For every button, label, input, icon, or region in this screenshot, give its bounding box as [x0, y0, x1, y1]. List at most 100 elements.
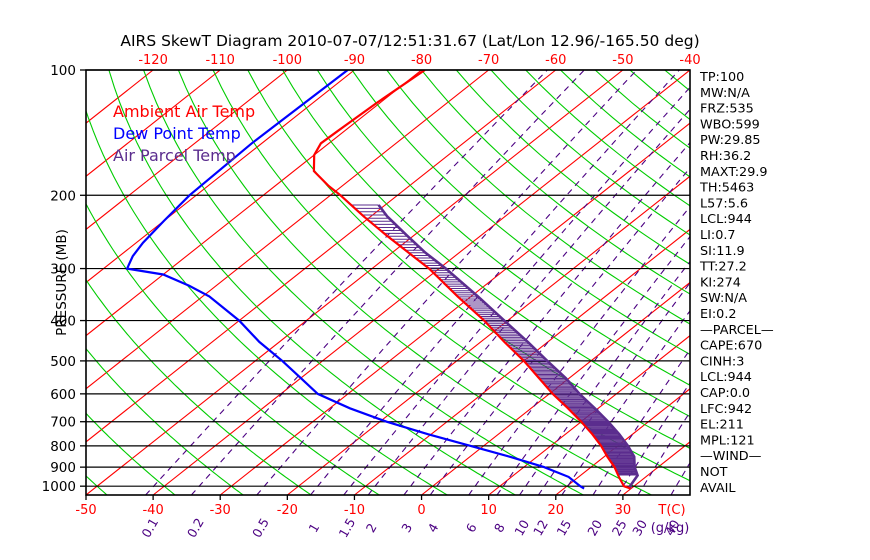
y-tick-label: 900 — [50, 460, 76, 476]
mixing-ratio-line — [145, 70, 548, 495]
mixing-ratio-line — [637, 411, 690, 495]
chart-title: AIRS SkewT Diagram 2010-07-07/12:51:31.6… — [120, 32, 699, 50]
y-axis-label: PRESSURE (MB) — [54, 229, 70, 336]
isotherm — [152, 70, 690, 495]
isotherm — [86, 70, 624, 495]
mixing-ratio-tick-label: 15 — [553, 517, 574, 538]
mixing-ratio-line — [343, 86, 690, 495]
y-axis: 100 200 300 400 500 600 700 800 900 1000 PRESSURE … — [42, 63, 86, 495]
bottom-temp-tick-label: -40 — [142, 503, 163, 518]
top-temp-axis: -120 -110 -100 -90 -80 -70 -60 -50 -40 — [138, 53, 700, 68]
isotherm — [219, 122, 690, 495]
mixing-ratio-tick-label: 30 — [629, 517, 650, 538]
dry-adiabat — [177, 70, 652, 495]
bottom-temp-tick-label: -20 — [277, 503, 298, 518]
legend-item-label: Air Parcel Temp — [113, 146, 236, 165]
bottom-temp-tick-label: -30 — [210, 503, 231, 518]
dry-adiabat — [86, 278, 312, 495]
info-panel-entry: LCL:944 — [700, 212, 752, 227]
y-tick-label: 200 — [50, 188, 76, 204]
y-tick-label: 600 — [50, 387, 76, 403]
dry-adiabat — [86, 412, 176, 495]
isotherm — [555, 388, 690, 495]
isotherm — [421, 281, 690, 495]
isotherm — [86, 70, 557, 443]
dry-adiabat — [351, 70, 690, 356]
mixing-ratio-tick-label: 10 — [511, 517, 532, 538]
isotherm — [286, 175, 690, 495]
legend-item-label: Dew Point Temp — [113, 124, 241, 143]
info-panel-entry: LI:0.7 — [700, 228, 736, 243]
info-panel-entry: TP:100 — [699, 70, 744, 85]
dry-adiabat — [86, 347, 244, 495]
mixing-ratio-tick-label: 25 — [609, 517, 630, 538]
info-panel-entry: MW:N/A — [700, 86, 750, 101]
info-panel-entry: PW:29.85 — [700, 133, 761, 148]
mixing-ratio-tick-label: 20 — [584, 517, 605, 538]
mixing-ratio-lines — [145, 70, 690, 495]
info-panel-entry: L57:5.6 — [700, 196, 748, 211]
mixing-ratio-line — [190, 70, 585, 495]
y-tick-label: 800 — [50, 439, 76, 455]
bottom-temp-tick-label: 20 — [548, 503, 565, 518]
mixing-ratio-line — [537, 281, 690, 495]
top-temp-tick-label: -100 — [273, 53, 303, 68]
info-panel-entry: NOT — [700, 465, 728, 480]
dry-adiabat — [108, 70, 516, 495]
isotherm-lines — [86, 70, 690, 495]
y-tick-label: 300 — [50, 262, 76, 278]
legend: Ambient Air Temp Dew Point Temp Air Parcel… — [113, 102, 255, 165]
bottom-temp-tick-label: -10 — [344, 503, 365, 518]
mixing-ratio-line — [429, 167, 690, 495]
top-temp-tick-label: -120 — [138, 53, 168, 68]
mixing-ratio-line — [256, 70, 638, 495]
info-panel-entry: LCL:944 — [700, 370, 752, 385]
info-panel-entry: TH:5463 — [699, 181, 754, 196]
dew-point-curve — [125, 70, 585, 490]
bottom-temp-tick-label: 30 — [615, 503, 632, 518]
mixing-ratio-line — [617, 381, 690, 495]
dry-adiabat — [316, 70, 690, 386]
mixing-ratio-line — [592, 348, 690, 495]
x-axis-label-temp: T(C) — [657, 503, 685, 518]
dry-adiabat — [386, 70, 690, 325]
mixing-ratio-tick-label: 12 — [530, 517, 551, 538]
top-temp-tick-label: -110 — [205, 53, 235, 68]
legend-item-label: Ambient Air Temp — [113, 102, 255, 121]
info-panel-entry: SI:11.9 — [700, 244, 745, 259]
bottom-temp-axis: -50 -40 -30 -20 -10 0 10 20 30 T(C) — [75, 495, 686, 518]
parcel-temp-curve — [377, 204, 640, 489]
top-temp-tick-label: -80 — [411, 53, 432, 68]
info-panel-entry: MAXT:29.9 — [700, 165, 768, 180]
data-curves — [125, 70, 640, 490]
info-panel-entry: EI:0.2 — [700, 307, 737, 322]
dry-adiabat — [421, 70, 690, 295]
info-panel: TP:100MW:N/AFRZ:535WBO:599PW:29.85RH:36.… — [699, 70, 774, 496]
y-tick-label: 100 — [50, 63, 76, 79]
top-temp-tick-label: -70 — [478, 53, 499, 68]
y-tick-label: 400 — [50, 314, 76, 330]
isotherm — [86, 70, 490, 390]
info-panel-entry: WBO:599 — [700, 117, 760, 132]
mixing-ratio-line — [310, 70, 680, 495]
mixing-ratio-line — [367, 108, 690, 495]
bottom-temp-tick-label: 10 — [480, 503, 497, 518]
isotherm — [86, 70, 221, 177]
dry-adiabat — [212, 70, 690, 482]
mixing-ratio-line — [561, 309, 690, 495]
mixing-ratio-line — [670, 461, 690, 495]
isotherm — [86, 70, 422, 337]
info-panel-entry: CINH:3 — [700, 354, 744, 369]
mixing-ratio-line — [403, 141, 690, 495]
dry-adiabat — [86, 109, 448, 495]
info-panel-entry: AVAIL — [700, 481, 736, 496]
info-panel-entry: CAP:0.0 — [700, 386, 750, 401]
dry-adiabat — [282, 70, 690, 418]
info-panel-entry: FRZ:535 — [700, 102, 754, 117]
x-axis-label-mixing: (g/kg) — [651, 521, 690, 536]
plot-frame — [85, 69, 691, 496]
y-tick-label: 700 — [50, 415, 76, 431]
isotherm — [86, 70, 288, 231]
